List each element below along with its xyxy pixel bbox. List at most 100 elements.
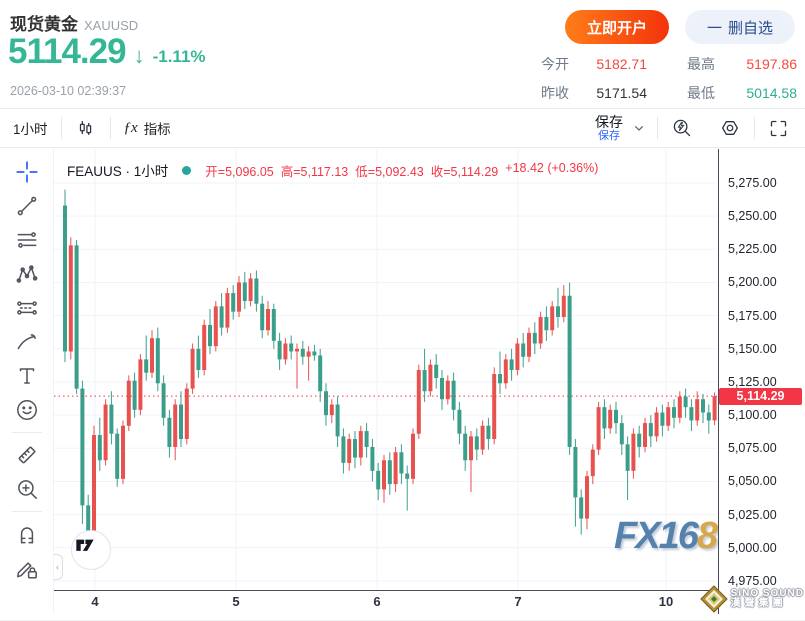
legend-close: 收=5,114.29 xyxy=(430,164,499,179)
chart-style-button[interactable] xyxy=(62,117,110,139)
trend-line-icon xyxy=(17,196,36,216)
open-account-button[interactable]: 立即开户 xyxy=(564,10,669,44)
price-tick-label: 5,275.00 xyxy=(728,175,777,190)
remove-watchlist-label: 删自选 xyxy=(727,19,773,37)
legend-series-name[interactable]: FEAUUS · 1小时 xyxy=(67,164,169,179)
stat-value: 5014.58 xyxy=(746,85,797,101)
chart-main: FEAUUS · 1小时 开=5,096.05 高=5,117.13 低=5,0… xyxy=(0,149,805,614)
market-status-dot-icon xyxy=(182,165,192,175)
indicators-button[interactable]: ƒx 指标 xyxy=(111,118,184,138)
toolbar-divider xyxy=(657,117,658,139)
tradingview-logo-icon xyxy=(76,539,94,551)
emoji-tool[interactable] xyxy=(8,393,46,427)
save-menu-button[interactable] xyxy=(627,120,657,136)
interval-selector[interactable]: 1小时 xyxy=(0,118,61,138)
emoji-icon xyxy=(16,400,37,420)
settings-button[interactable] xyxy=(706,117,754,139)
price-tick-label: 5,100.00 xyxy=(728,408,777,423)
quick-search-button[interactable] xyxy=(658,117,706,139)
instrument-name: 现货黄金 xyxy=(10,15,78,34)
price-tick-label: 5,175.00 xyxy=(728,308,777,323)
legend-change: +18.42 (+0.36%) xyxy=(505,160,599,175)
time-tick-label: 5 xyxy=(232,594,240,609)
text-icon xyxy=(19,368,34,384)
price-tick-label: 5,125.00 xyxy=(728,374,777,389)
price-tick-label: 5,200.00 xyxy=(728,275,777,290)
price-axis[interactable]: 5,114.29 5,275.00 5,250.00 5,225.00 5,200.0… xyxy=(719,149,805,614)
chart-toolbar: 1小时 ƒx 指标 保存 保存 xyxy=(0,108,805,148)
toolbar-divider xyxy=(60,117,62,139)
legend-high: 高=5,117.13 xyxy=(280,164,349,179)
stat-label: 今开 xyxy=(541,56,569,72)
magnet-icon xyxy=(20,527,33,544)
fullscreen-icon xyxy=(770,120,787,136)
projection-icon xyxy=(16,301,37,315)
toolbar-divider xyxy=(754,117,755,139)
tradingview-logo[interactable] xyxy=(71,530,111,570)
quote-header: 现货黄金 XAUUSD 5114.29 ↓ -1.11% 2026-03-10 0… xyxy=(0,0,805,108)
stat-label: 最低 xyxy=(687,85,715,101)
horizontal-lines-tool[interactable] xyxy=(8,223,46,257)
fullscreen-button[interactable] xyxy=(755,118,805,139)
zoom-in-icon xyxy=(17,480,37,499)
candlestick-chart[interactable] xyxy=(54,149,717,591)
price-tick-label: 5,225.00 xyxy=(728,242,777,257)
projection-tool[interactable] xyxy=(8,291,46,325)
chart-legend: FEAUUS · 1小时 开=5,096.05 高=5,117.13 低=5,0… xyxy=(67,160,598,180)
save-button[interactable]: 保存 保存 xyxy=(583,115,627,142)
time-axis[interactable]: 4 5 6 7 10 xyxy=(54,591,718,613)
quote-stats: 今开 5182.71 最高 5197.86 昨收 5171.54 最低 5014.58 xyxy=(541,54,797,103)
text-tool[interactable] xyxy=(8,359,46,393)
gear-icon xyxy=(722,121,738,135)
price-tick-label: 5,050.00 xyxy=(728,474,777,489)
last-price-axis-label: 5,114.29 xyxy=(719,387,802,405)
pencil-lock-tool[interactable] xyxy=(8,551,46,585)
indicators-label: 指标 xyxy=(143,122,171,137)
zoom-in-tool[interactable] xyxy=(8,472,46,506)
stat-label: 最高 xyxy=(687,56,715,72)
ruler-tool[interactable] xyxy=(8,438,46,472)
candlestick-icon xyxy=(79,121,91,135)
fx168-watermark: FX168 xyxy=(614,515,718,558)
ruler-icon xyxy=(18,446,35,464)
price-down-arrow-icon: ↓ xyxy=(133,43,145,68)
search-flash-icon xyxy=(673,119,691,137)
price-tick-label: 5,000.00 xyxy=(728,540,777,555)
trend-line-tool[interactable] xyxy=(8,189,46,223)
chart-area[interactable]: FEAUUS · 1小时 开=5,096.05 高=5,117.13 低=5,0… xyxy=(54,149,719,614)
crosshair-icon xyxy=(15,161,38,183)
chevron-down-icon xyxy=(635,126,643,131)
price-tick-label: 5,025.00 xyxy=(728,507,777,522)
legend-open: 开=5,096.05 xyxy=(205,164,274,179)
toolbar-divider xyxy=(11,432,42,433)
price-change-percent: -1.11% xyxy=(152,47,206,66)
brush-tool[interactable] xyxy=(8,325,46,359)
last-price: 5114.29 xyxy=(8,32,127,71)
price-tick-label: 4,975.00 xyxy=(728,573,777,588)
pencil-lock-icon xyxy=(16,562,37,579)
time-tick-label: 6 xyxy=(373,594,381,609)
price-tick-label: 5,150.00 xyxy=(728,341,777,356)
fx168-blue-text: FX16 xyxy=(614,515,699,557)
stat-value: 5197.86 xyxy=(746,56,797,72)
remove-watchlist-button[interactable]: 一删自选 xyxy=(684,10,795,44)
toolbar-right: 保存 保存 xyxy=(583,115,805,142)
quote-timestamp: 2026-03-10 02:39:37 xyxy=(10,84,127,98)
stat-value: 5182.71 xyxy=(596,56,647,72)
magnet-tool[interactable] xyxy=(8,517,46,551)
price-tick-label: 5,075.00 xyxy=(728,441,777,456)
panel-collapse-handle[interactable]: ‹ xyxy=(54,554,63,580)
legend-low: 低=5,092.43 xyxy=(355,164,424,179)
horizontal-lines-icon xyxy=(17,232,36,248)
xabcd-pattern-tool[interactable] xyxy=(8,257,46,291)
time-tick-label: 4 xyxy=(91,594,99,609)
header-buttons: 立即开户 一删自选 xyxy=(564,10,795,44)
sinosound-line1: SiNO SOUND xyxy=(730,587,804,599)
toolbar-divider xyxy=(11,511,42,512)
instrument-title: 现货黄金 XAUUSD xyxy=(10,10,138,35)
price-pane[interactable]: FEAUUS · 1小时 开=5,096.05 高=5,117.13 低=5,0… xyxy=(54,149,718,591)
crosshair-tool[interactable] xyxy=(8,155,46,189)
interval-label: 1小时 xyxy=(13,122,48,137)
fx168-gold-text: 8 xyxy=(696,515,718,557)
xabcd-pattern-icon xyxy=(16,265,37,283)
